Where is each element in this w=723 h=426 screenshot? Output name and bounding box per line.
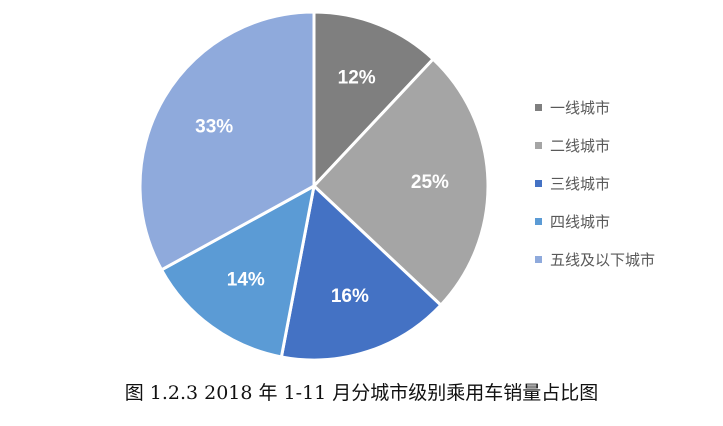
pie-chart: 12% 25% 16% 14% 33% <box>138 10 490 362</box>
pie-slice-1 <box>312 10 436 190</box>
pie-slice-label-4: 14% <box>227 269 265 290</box>
pie-slice-3 <box>279 183 443 362</box>
legend-swatch <box>535 179 542 187</box>
pie-slice-label-3: 16% <box>331 286 369 307</box>
pie-slice-4 <box>159 183 317 359</box>
pie-slice-label-2: 25% <box>411 172 449 193</box>
pie-labels: 12% 25% 16% 14% 33% <box>195 68 449 307</box>
legend-label: 一线城市 <box>550 98 611 117</box>
chart-caption: 图 1.2.3 2018 年 1-11 月分城市级别乘用车销量占比图 <box>124 382 599 404</box>
legend-item: 三线城市 <box>535 164 655 202</box>
pie-slices <box>138 10 490 362</box>
legend-swatch <box>535 217 542 225</box>
legend-item: 二线城市 <box>535 126 655 164</box>
pie-slice-label-1: 12% <box>338 68 376 89</box>
legend: 一线城市二线城市三线城市四线城市五线及以下城市 <box>535 88 655 278</box>
pie-slice-5 <box>138 10 316 272</box>
legend-label: 二线城市 <box>550 136 611 155</box>
legend-label: 五线及以下城市 <box>550 250 656 269</box>
legend-label: 四线城市 <box>550 212 611 231</box>
legend-item: 四线城市 <box>535 202 655 240</box>
pie-slice-label-5: 33% <box>195 116 233 137</box>
legend-swatch <box>535 103 542 111</box>
legend-item: 五线及以下城市 <box>535 240 655 278</box>
legend-swatch <box>535 255 542 263</box>
legend-label: 三线城市 <box>550 174 611 193</box>
legend-item: 一线城市 <box>535 88 655 126</box>
pie-slice-2 <box>311 57 490 308</box>
legend-swatch <box>535 141 542 149</box>
